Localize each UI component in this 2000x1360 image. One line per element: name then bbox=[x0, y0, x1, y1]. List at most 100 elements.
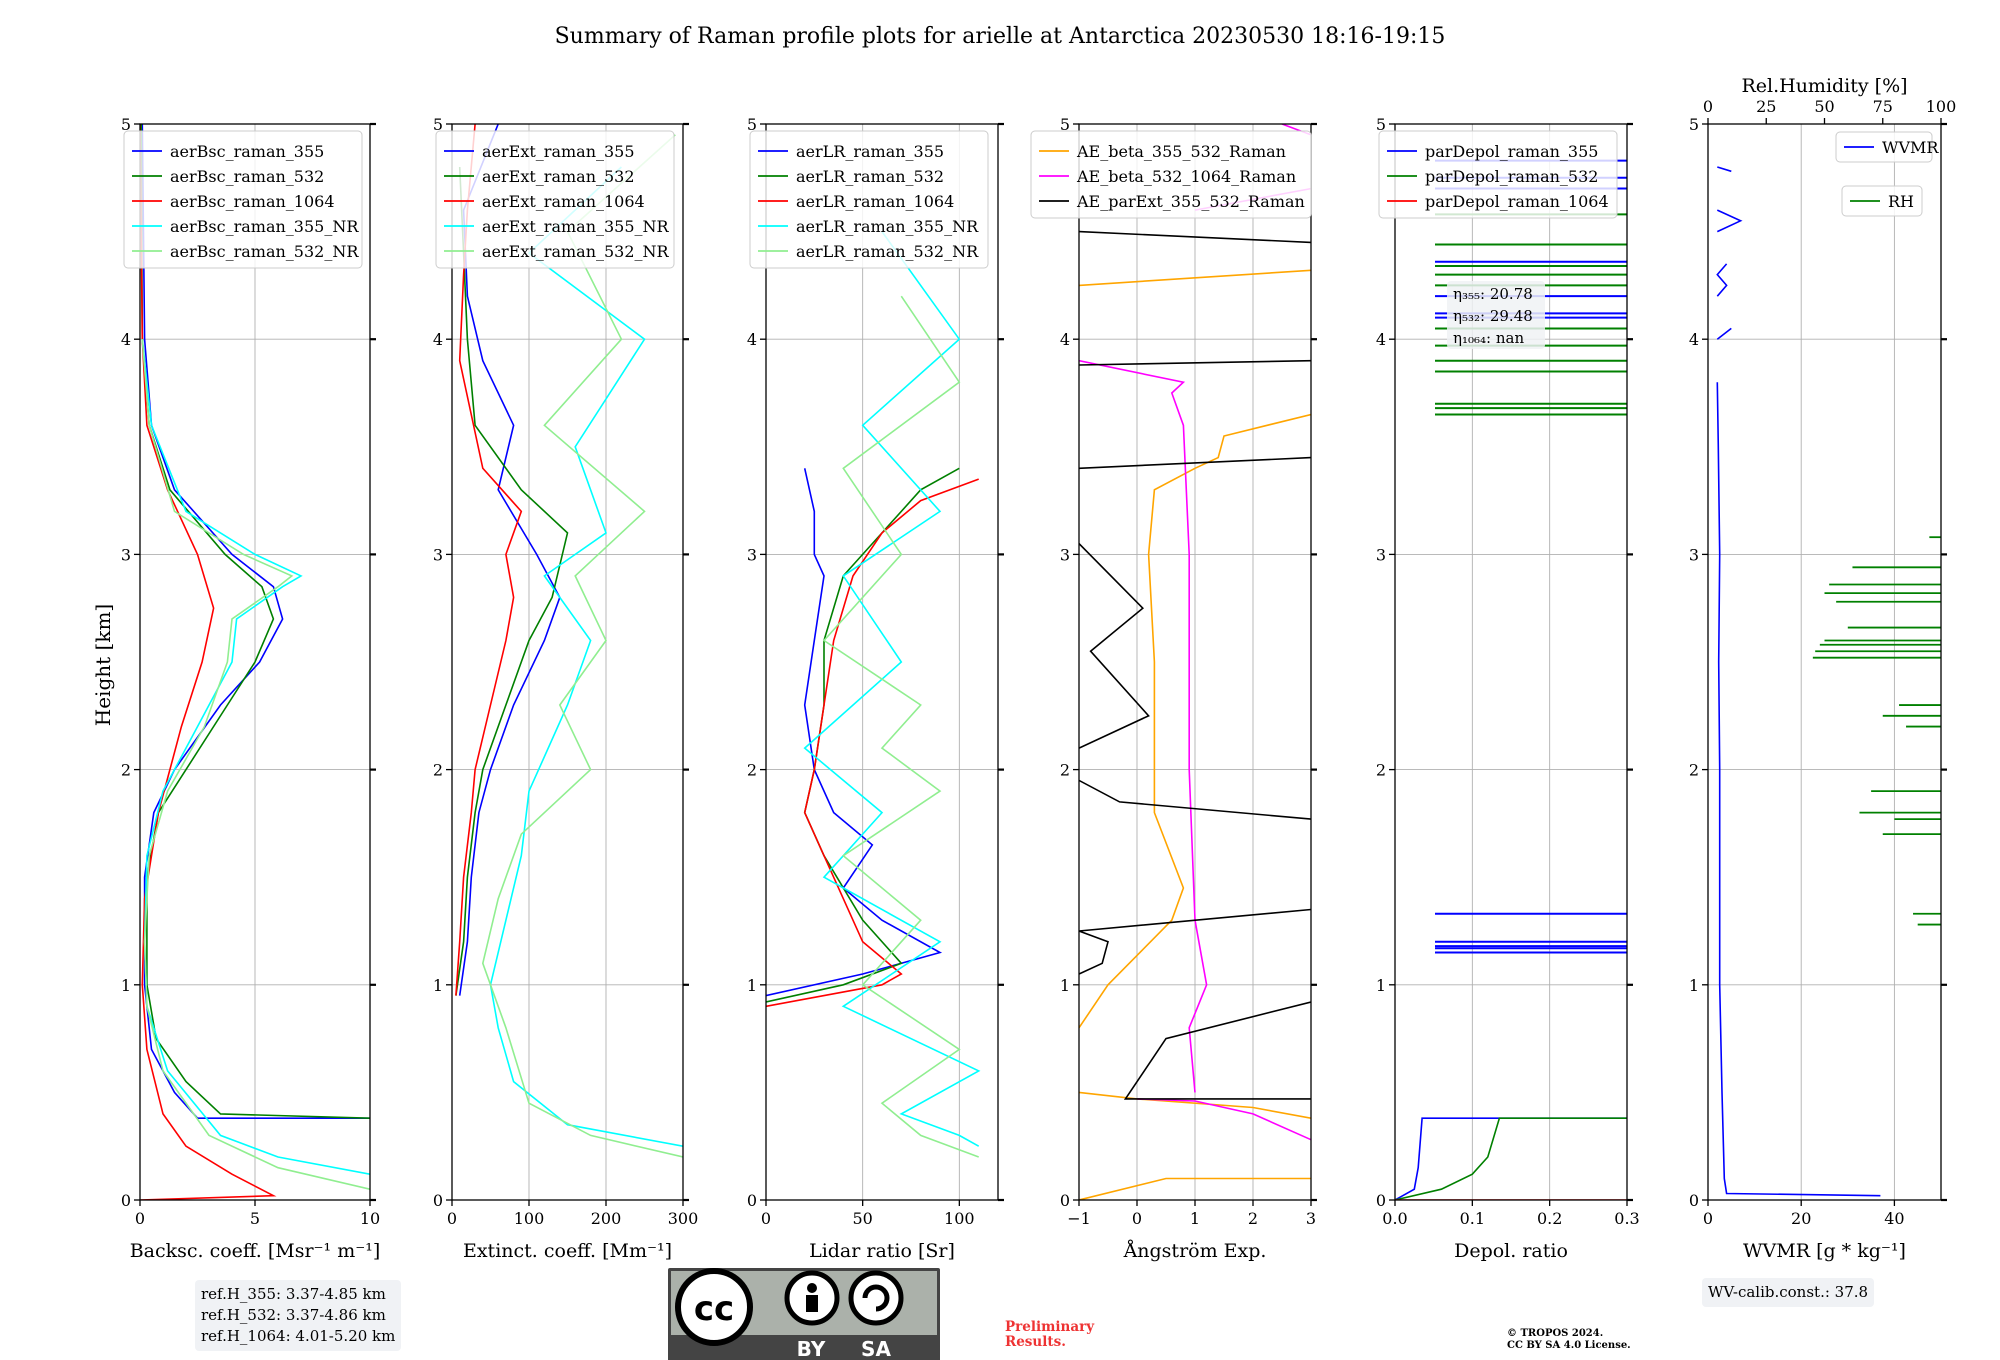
eta-line: η₁₀₆₄: nan bbox=[1453, 329, 1524, 347]
y-tick-label: 0 bbox=[1689, 1191, 1699, 1210]
legend-label: parDepol_raman_1064 bbox=[1425, 192, 1609, 211]
cc-text: cc bbox=[694, 1289, 734, 1329]
sa-arrow-icon bbox=[862, 1284, 890, 1312]
cc-circle-icon bbox=[675, 1268, 753, 1346]
by-person-body bbox=[806, 1295, 818, 1312]
figure-title: Summary of Raman profile plots for ariel… bbox=[555, 24, 1446, 49]
x-tick-label: 200 bbox=[591, 1209, 622, 1228]
legend-label: AE_beta_532_1064_Raman bbox=[1076, 167, 1296, 186]
wv-calibration-box: WV-calib.const.: 37.8 bbox=[1702, 1278, 1875, 1307]
series-aerExt_raman_1064 bbox=[455, 124, 523, 996]
series-parDepol_raman_355 bbox=[1395, 1117, 1627, 1200]
copyright-line-1: © TROPOS 2024. bbox=[1507, 1328, 1604, 1339]
legend-label: aerLR_raman_355_NR bbox=[796, 217, 979, 236]
x-tick-label: 0 bbox=[135, 1209, 145, 1228]
y-tick-label: 1 bbox=[1060, 976, 1070, 995]
series-AE_parExt_355_532_Raman_d bbox=[1079, 543, 1150, 749]
x-tick-label: 0.3 bbox=[1614, 1209, 1639, 1228]
y-tick-label: 3 bbox=[433, 545, 443, 564]
x-tick-label: 0 bbox=[1703, 1209, 1713, 1228]
x-tick-label: 100 bbox=[944, 1209, 975, 1228]
y-tick-label: 5 bbox=[121, 115, 131, 134]
series-AE_parExt_355_532_Raman_g bbox=[1079, 230, 1311, 244]
y-tick-label: 2 bbox=[121, 761, 131, 780]
top-x-tick-label: 75 bbox=[1873, 97, 1893, 116]
legend-label: aerLR_raman_532 bbox=[796, 167, 944, 186]
legend-label: aerExt_raman_355 bbox=[482, 142, 635, 161]
x-tick-label: 0.2 bbox=[1537, 1209, 1562, 1228]
legend-box bbox=[123, 130, 363, 269]
legend-label: aerBsc_raman_532_NR bbox=[170, 242, 359, 261]
series-AE_parExt_355_532_Raman bbox=[1123, 1001, 1311, 1100]
panel-extinction: 0 1 2 3 4 5 0 100 200 300 Extinct. coeff. [Mm⁻¹] ae… bbox=[433, 115, 698, 1262]
x-tick-label: 0 bbox=[447, 1209, 457, 1228]
series-AE_beta_355_532_Raman_b bbox=[1079, 413, 1311, 1029]
y-tick-label: 1 bbox=[1376, 976, 1386, 995]
series-AE_beta_532_1064_Raman bbox=[1136, 1098, 1311, 1141]
series-aerBsc_raman_355 bbox=[141, 124, 370, 1119]
by-person-head bbox=[807, 1283, 817, 1293]
legend-label: parDepol_raman_355 bbox=[1425, 142, 1598, 161]
top-x-tick-label: 50 bbox=[1814, 97, 1834, 116]
legend-wvmr: WVMR bbox=[1835, 131, 1939, 163]
legend-box bbox=[1030, 130, 1312, 219]
x-tick-label: 2 bbox=[1248, 1209, 1258, 1228]
series-aerLR_raman_1064 bbox=[766, 478, 979, 1008]
legend-label: WVMR bbox=[1882, 138, 1939, 157]
y-tick-label: 2 bbox=[1689, 761, 1699, 780]
legend-box bbox=[1835, 131, 1933, 163]
series-AE_beta_355_532_Raman_d bbox=[1079, 1091, 1311, 1119]
grid-wvmr bbox=[1707, 123, 1941, 1201]
y-tick-label: 0 bbox=[433, 1191, 443, 1210]
series-AE_parExt_355_532_Raman_e bbox=[1079, 456, 1311, 470]
y-tick-label: 3 bbox=[1376, 545, 1386, 564]
legend-label: AE_beta_355_532_Raman bbox=[1076, 142, 1286, 161]
x-axis-label-backscatter: Backsc. coeff. [Msr⁻¹ m⁻¹] bbox=[130, 1240, 381, 1262]
x-axis-label-extinction: Extinct. coeff. [Mm⁻¹] bbox=[463, 1240, 672, 1262]
y-tick-label: 1 bbox=[747, 976, 757, 995]
legend-label: aerBsc_raman_532 bbox=[170, 167, 324, 186]
series-group-backscatter bbox=[140, 124, 370, 1200]
grid-extinction bbox=[451, 123, 684, 1201]
legend-label: aerExt_raman_1064 bbox=[482, 192, 645, 211]
x-tick-label: 100 bbox=[514, 1209, 545, 1228]
legend-label: aerBsc_raman_1064 bbox=[170, 192, 335, 211]
legend-extinction: aerExt_raman_355 aerExt_raman_532 aerExt_r… bbox=[435, 130, 675, 269]
y-tick-label: 3 bbox=[747, 545, 757, 564]
series-WVMR_d bbox=[1716, 209, 1743, 233]
top-x-tick-label: 0 bbox=[1703, 97, 1713, 116]
series-aerBsc_raman_532_NR bbox=[141, 339, 370, 1190]
wv-calib-const: WV-calib.const.: 37.8 bbox=[1708, 1283, 1869, 1301]
x-tick-label: 0 bbox=[761, 1209, 771, 1228]
y-tick-label: 2 bbox=[1060, 761, 1070, 780]
legend-box bbox=[1841, 185, 1923, 217]
series-group-wvmr bbox=[1716, 166, 1941, 1197]
y-tick-label: 0 bbox=[747, 1191, 757, 1210]
y-axis-label: Height [km] bbox=[91, 604, 115, 726]
panel-depol: 0 1 2 3 4 5 0.0 0.1 0.2 0.3 Depol. ratio parDepol_r… bbox=[1376, 115, 1640, 1262]
y-tick-label: 4 bbox=[433, 330, 443, 349]
ref-height-532: ref.H_532: 3.37-4.86 km bbox=[201, 1306, 386, 1324]
y-tick-label: 5 bbox=[433, 115, 443, 134]
legend-lidar-ratio: aerLR_raman_355 aerLR_raman_532 aerLR_rama… bbox=[749, 130, 989, 269]
ref-height-1064: ref.H_1064: 4.01-5.20 km bbox=[201, 1327, 396, 1345]
x-axis-label-angstrom: Ångström Exp. bbox=[1123, 1240, 1267, 1262]
y-tick-label: 1 bbox=[121, 976, 131, 995]
by-label: BY bbox=[797, 1337, 826, 1360]
top-x-tick-label: 25 bbox=[1756, 97, 1776, 116]
y-tick-label: 4 bbox=[121, 330, 131, 349]
legend-label: aerLR_raman_532_NR bbox=[796, 242, 979, 261]
series-aerLR_raman_355_NR bbox=[803, 231, 981, 1147]
preliminary-line-1: Preliminary bbox=[1005, 1319, 1095, 1335]
y-tick-label: 5 bbox=[1060, 115, 1070, 134]
series-aerBsc_raman_532 bbox=[140, 124, 370, 1119]
panel-backscatter: 0 1 2 3 4 5 0 5 10 Backsc. coeff. [Msr⁻¹ m⁻¹] aerB… bbox=[121, 115, 380, 1262]
axes-frame-extinction bbox=[451, 123, 684, 1201]
x-tick-label: 40 bbox=[1884, 1209, 1904, 1228]
y-tick-label: 2 bbox=[747, 761, 757, 780]
series-aerExt_raman_355_NR bbox=[489, 166, 683, 1147]
preliminary-line-2: Results. bbox=[1005, 1334, 1066, 1350]
axes-frame-depol bbox=[1394, 123, 1628, 1201]
